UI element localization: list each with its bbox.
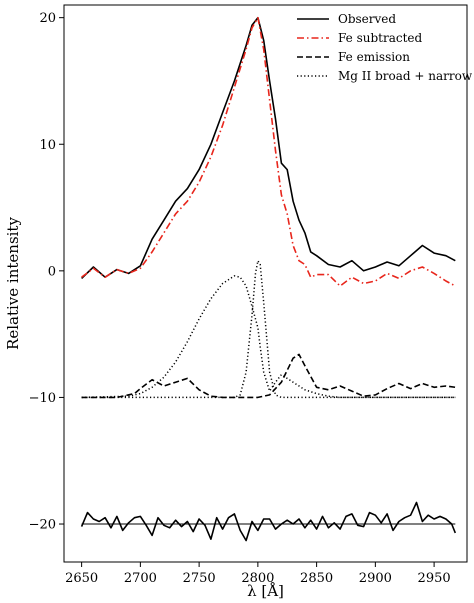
series-line-mg-ii-narrow (81, 259, 456, 399)
x-tick-label: 2750 (183, 571, 216, 586)
x-tick-label: 2900 (359, 571, 392, 586)
x-tick-label: 2700 (124, 571, 157, 586)
x-tick-label: 2850 (300, 571, 333, 586)
y-tick-label: −10 (29, 391, 56, 406)
series-line-fe-subtracted (81, 16, 456, 287)
legend: Observed Fe subtracted Fe emission Mg II br… (297, 12, 473, 83)
series-line-mg-ii-broad-narrow (81, 275, 456, 399)
legend-label: Observed (338, 12, 396, 26)
series-line-series-5 (80, 501, 457, 542)
y-tick-label: 10 (39, 138, 56, 153)
legend-label: Mg II broad + narrow (338, 69, 473, 83)
x-tick-label: 2650 (65, 571, 98, 586)
legend-label: Fe emission (338, 50, 410, 64)
series-line-fe-emission (81, 353, 456, 399)
series-line-observed (81, 16, 456, 279)
y-tick-label: 20 (39, 11, 56, 26)
series-layer (80, 16, 457, 542)
y-tick-label: −20 (29, 518, 56, 533)
legend-label: Fe subtracted (338, 31, 423, 45)
plot-frame (63, 4, 468, 563)
y-tick-label: 0 (48, 264, 56, 279)
axes-layer: 2650 2700 2750 2800 2850 2900 2950 −20 −10 0 10 20 (29, 11, 451, 586)
y-axis-label: Relative intensity (4, 217, 22, 350)
x-axis-label: λ [Å] (247, 582, 284, 600)
x-tick-label: 2950 (418, 571, 451, 586)
x-tick-label: 2800 (241, 571, 274, 586)
